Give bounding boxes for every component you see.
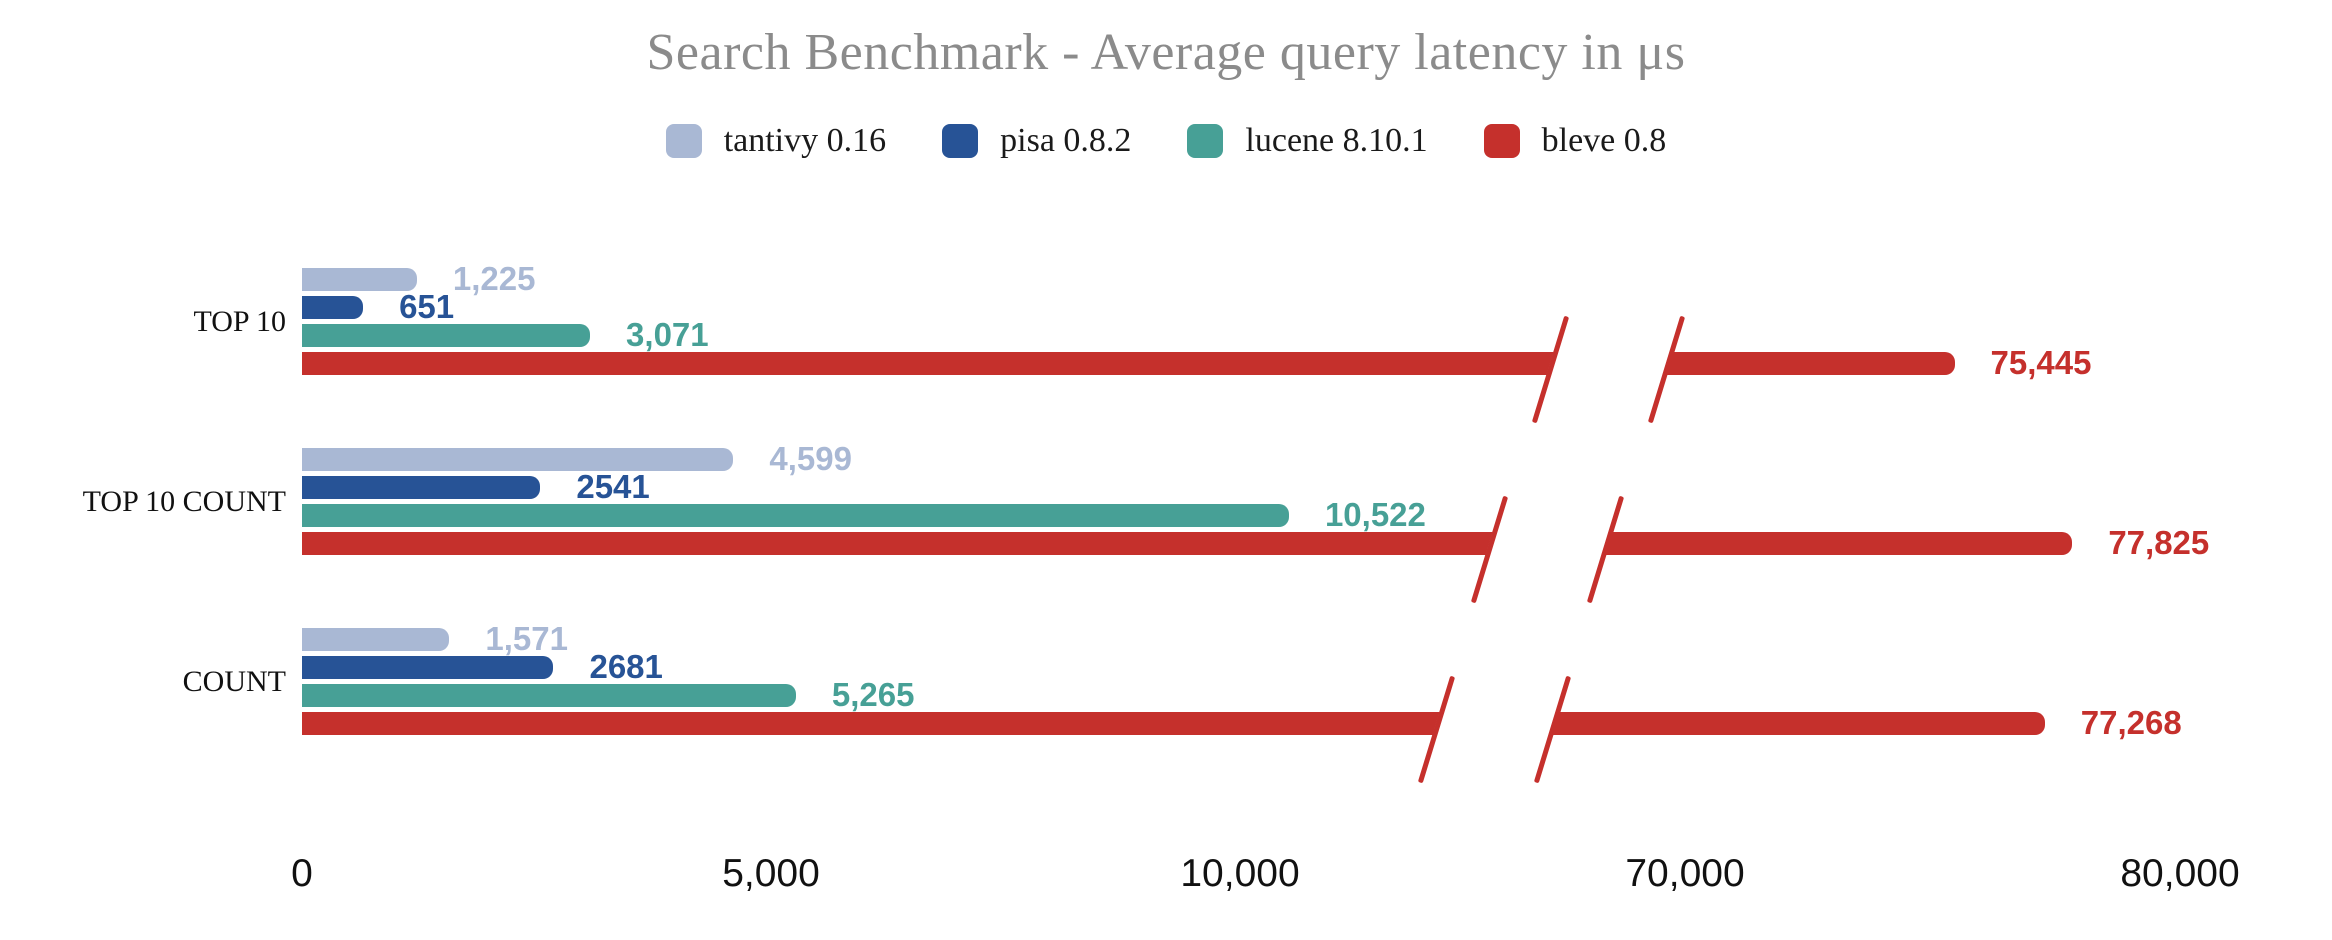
bar xyxy=(302,684,796,707)
legend-swatch-icon xyxy=(1187,124,1224,158)
axis-tick-label: 0 xyxy=(291,852,313,895)
legend-swatch-icon xyxy=(665,124,702,158)
bar xyxy=(302,268,417,291)
chart-title: Search Benchmark - Average query latency… xyxy=(646,24,1686,81)
bar-value-label: 5,265 xyxy=(831,675,915,713)
bar-value-label: 4,599 xyxy=(769,439,852,477)
bar xyxy=(302,628,450,651)
category-label: COUNT xyxy=(182,664,286,698)
axis-break-gap xyxy=(1432,711,1556,736)
axis-tick-label: 70,000 xyxy=(1625,852,1745,895)
bar-value-label: 2681 xyxy=(589,647,663,685)
legend-label: tantivy 0.16 xyxy=(723,122,887,159)
bar xyxy=(302,476,541,499)
bar-value-label: 1,225 xyxy=(452,259,536,297)
bar xyxy=(302,296,364,319)
bar xyxy=(302,532,2073,555)
axis-break-gap xyxy=(1485,531,1609,556)
axis-break-gap xyxy=(1546,351,1670,376)
legend-label: lucene 8.10.1 xyxy=(1245,122,1428,159)
bar xyxy=(302,712,2045,735)
axis-tick-label: 10,000 xyxy=(1180,852,1300,895)
legend-label: bleve 0.8 xyxy=(1541,122,1667,159)
bar-value-label: 3,071 xyxy=(626,315,709,353)
bar xyxy=(302,656,554,679)
bar-value-label: 1,571 xyxy=(485,619,568,657)
bar-value-label: 2541 xyxy=(576,467,650,505)
bar xyxy=(302,324,591,347)
legend-item-3: lucene 8.10.1 xyxy=(1187,122,1428,160)
bar-value-label: 75,445 xyxy=(1990,343,2092,381)
legend-label: pisa 0.8.2 xyxy=(1000,122,1132,159)
legend-swatch-icon xyxy=(942,124,979,158)
bar-value-label: 10,522 xyxy=(1324,495,1426,533)
bar-value-label: 651 xyxy=(399,287,455,325)
legend-swatch-icon xyxy=(1483,124,1520,158)
bar xyxy=(302,352,1955,375)
bar xyxy=(302,448,734,471)
category-label: TOP 10 COUNT xyxy=(82,484,286,518)
bar xyxy=(302,504,1289,527)
bar-value-label: 77,268 xyxy=(2080,703,2182,741)
axis-tick-label: 80,000 xyxy=(2120,852,2240,895)
bar-value-label: 77,825 xyxy=(2108,523,2210,561)
axis-tick-label: 5,000 xyxy=(722,852,820,895)
legend-item-1: tantivy 0.16 xyxy=(665,122,887,160)
legend-item-4: bleve 0.8 xyxy=(1483,122,1667,160)
legend: tantivy 0.16 pisa 0.8.2 lucene 8.10.1 bleve… xyxy=(0,122,2332,160)
legend-item-2: pisa 0.8.2 xyxy=(942,122,1131,160)
category-label: TOP 10 xyxy=(193,304,286,338)
